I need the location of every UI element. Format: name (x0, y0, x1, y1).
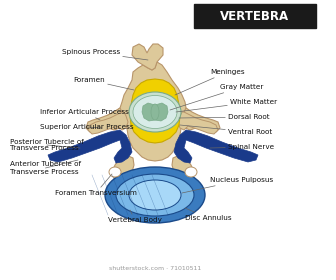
Text: Ventral Root: Ventral Root (180, 125, 272, 135)
Polygon shape (112, 155, 134, 180)
Text: Meninges: Meninges (175, 69, 245, 95)
Text: Anterior Tubercle of
Transverse Process: Anterior Tubercle of Transverse Process (10, 160, 81, 174)
Text: Dorsal Root: Dorsal Root (179, 114, 269, 120)
Polygon shape (178, 112, 218, 134)
Text: shutterstock.com · 71010511: shutterstock.com · 71010511 (109, 265, 201, 270)
Ellipse shape (109, 167, 121, 177)
Text: Disc Annulus: Disc Annulus (185, 208, 232, 221)
Polygon shape (132, 44, 163, 70)
Text: Inferior Articular Process: Inferior Articular Process (40, 109, 129, 120)
Text: Posterior Tubercle of
Transverse Process: Posterior Tubercle of Transverse Process (10, 139, 84, 151)
Text: VERTEBRA: VERTEBRA (220, 10, 290, 22)
Polygon shape (155, 103, 168, 121)
Polygon shape (130, 79, 180, 143)
Polygon shape (172, 155, 194, 180)
Polygon shape (142, 103, 155, 121)
Ellipse shape (129, 92, 181, 132)
Text: Spinal Nerve: Spinal Nerve (210, 144, 274, 150)
Polygon shape (48, 130, 132, 163)
Ellipse shape (116, 174, 194, 216)
Polygon shape (86, 108, 126, 132)
Ellipse shape (105, 167, 205, 223)
Text: Vertebral Body: Vertebral Body (108, 210, 162, 223)
Polygon shape (106, 62, 198, 161)
Polygon shape (88, 112, 128, 134)
Ellipse shape (129, 180, 181, 210)
Text: Nucleus Pulposus: Nucleus Pulposus (182, 177, 273, 193)
Text: Superior Articular Process: Superior Articular Process (40, 124, 134, 130)
Polygon shape (174, 130, 258, 163)
Ellipse shape (133, 95, 177, 129)
Text: Spinous Process: Spinous Process (62, 49, 148, 60)
Ellipse shape (185, 167, 197, 177)
Text: White Matter: White Matter (176, 99, 277, 112)
Text: Gray Matter: Gray Matter (170, 84, 263, 110)
Text: Foramen: Foramen (73, 77, 134, 90)
Text: Foramen Transversium: Foramen Transversium (55, 174, 137, 196)
FancyBboxPatch shape (194, 4, 316, 28)
Polygon shape (180, 108, 220, 132)
Ellipse shape (151, 104, 159, 120)
